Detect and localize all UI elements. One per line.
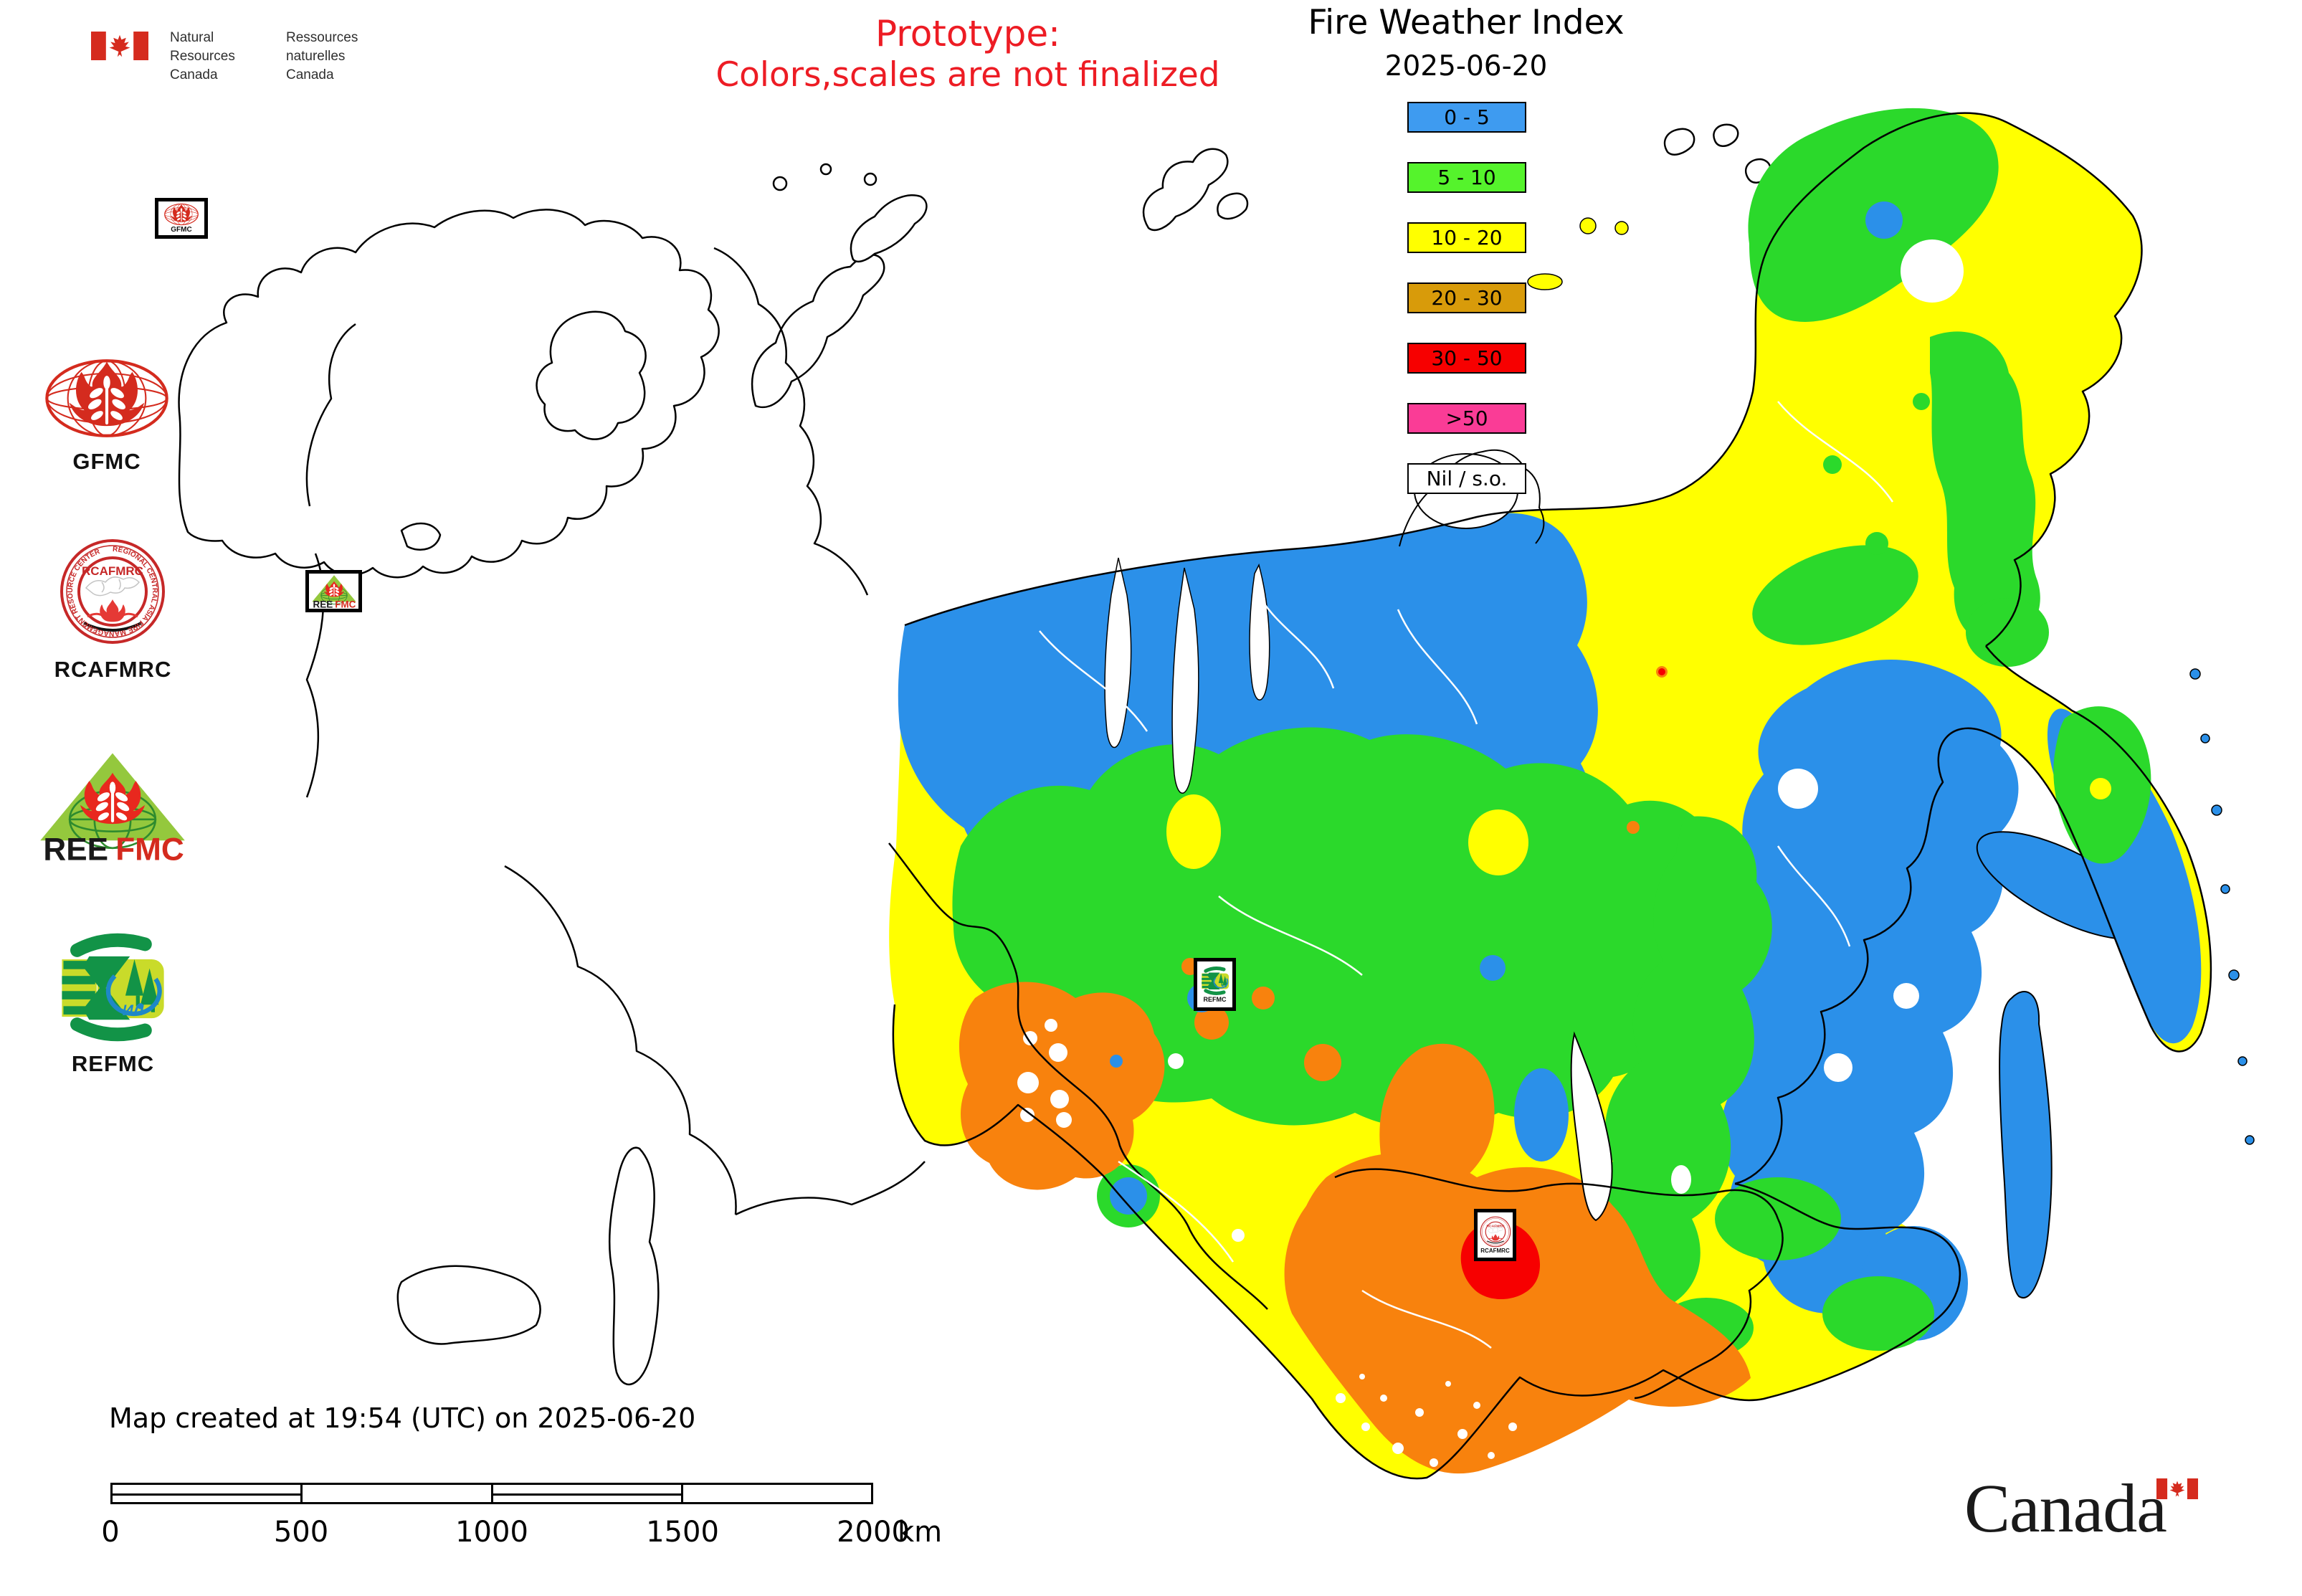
refmc-label: REFMC [71,1051,155,1076]
prototype-line2: Colors,scales are not finalized [715,55,1220,95]
refmc-marker-icon [1200,966,1230,996]
legend-label-20-30: 20 - 30 [1431,286,1503,310]
fwi-zone-orange [959,666,1751,1474]
rcafmrc-logo: REGIONAL CENTRAL ASIA FIRE MANAGEMENT RE… [59,538,166,645]
refmc-marker-label: REFMC [1203,996,1227,1003]
legend-swatch-nil: Nil / s.o. [1407,463,1526,494]
reefmc-logo: REE FMC [37,750,188,863]
svg-text:RCAFMRC: RCAFMRC [1486,1224,1505,1228]
rcafmrc-label: RCAFMRC [54,657,172,682]
refmc-map-marker: REFMC [1194,958,1236,1011]
page-title: Fire Weather Index [1308,3,1625,42]
coastline-strokes [892,112,2212,1480]
gfmc-logo [43,357,171,440]
legend-swatch-30-50: 30 - 50 [1407,343,1526,374]
rcafmrc-map-marker: RCAFMRC RCAFMRC [1474,1209,1516,1261]
fwi-zone-blue-fareast [1721,660,2255,1341]
legend-label-10-20: 10 - 20 [1431,226,1503,250]
nrcan-en-line1: Natural Resources [170,30,235,64]
canada-wordmark: Canada [1964,1468,2167,1548]
gfmc-marker-label: GFMC [171,226,192,234]
west-outline-coastlines [178,123,1771,1386]
svg-text:REE: REE [313,599,333,608]
scale-tick-2000: 2000 [837,1516,910,1549]
rivers [1039,401,1894,1349]
map-created-text: Map created at 19:54 (UTC) on 2025-06-20 [109,1402,696,1434]
scale-tick-1000: 1000 [455,1516,528,1549]
refmc-logo: ИЛ [56,931,169,1044]
scale-tick-500: 500 [273,1516,329,1549]
reefmc-map-marker: REE FMC [305,570,362,612]
legend-label-5-10: 5 - 10 [1437,166,1496,189]
legend: 0 - 5 5 - 10 10 - 20 20 - 30 30 - 50 >50… [1407,102,1526,523]
scale-tick-1500: 1500 [646,1516,719,1549]
nrcan-fr-line1: Ressources naturelles [286,30,358,64]
scale-segment-1 [113,1485,301,1502]
scale-bar [110,1483,873,1504]
rcafmrc-marker-label: RCAFMRC [1480,1248,1510,1254]
legend-label-0-5: 0 - 5 [1444,105,1490,129]
country-borders [888,842,1784,1400]
legend-label-gt50: >50 [1445,407,1488,430]
prototype-line1: Prototype: [875,13,1061,54]
nrcan-fr-line2: Canada [286,67,334,82]
reefmc-marker-icon: REE FMC [311,574,357,609]
nrcan-signature: Natural Resources Canada Ressources natu… [91,29,408,85]
canada-wordmark-flag-icon [2156,1478,2198,1499]
reefmc-text-ree: REE [43,832,108,863]
fwi-yellow-pockets [1166,217,2111,875]
svg-text:FMC: FMC [335,599,356,608]
legend-swatch-0-5: 0 - 5 [1407,102,1526,133]
gfmc-marker-icon [163,203,200,226]
scale-segment-4 [680,1485,871,1502]
gfmc-map-marker: GFMC [155,198,208,239]
legend-swatch-5-10: 5 - 10 [1407,162,1526,193]
canada-wordmark-text: Canada [1964,1470,2167,1547]
legend-label-30-50: 30 - 50 [1431,346,1503,370]
lake-baikal [1570,1031,1613,1222]
scale-tick-0: 0 [101,1516,120,1549]
refmc-il-text: ИЛ [123,1002,144,1019]
scale-unit: km [898,1516,943,1549]
map-date: 2025-06-20 [1384,50,1548,82]
scale-segment-3 [490,1485,682,1502]
nil-holes-and-lakes [1017,239,1964,1467]
rcafmrc-center-text: RCAFMRC [82,564,143,578]
reefmc-text-fmc: FMC [115,832,184,863]
prototype-notice: Prototype: Colors,scales are not finaliz… [667,13,1269,96]
legend-label-nil: Nil / s.o. [1426,467,1508,490]
legend-swatch-10-20: 10 - 20 [1407,222,1526,253]
nrcan-text-en: Natural Resources Canada [170,29,277,85]
canada-flag-icon [91,32,148,60]
nrcan-text-fr: Ressources naturelles Canada [286,29,408,85]
gfmc-label: GFMC [72,449,141,474]
rcafmrc-marker-icon: RCAFMRC [1480,1216,1511,1248]
nrcan-en-line2: Canada [170,67,218,82]
legend-swatch-20-30: 20 - 30 [1407,282,1526,313]
legend-swatch-gt50: >50 [1407,403,1526,434]
scale-segment-2 [300,1485,490,1502]
